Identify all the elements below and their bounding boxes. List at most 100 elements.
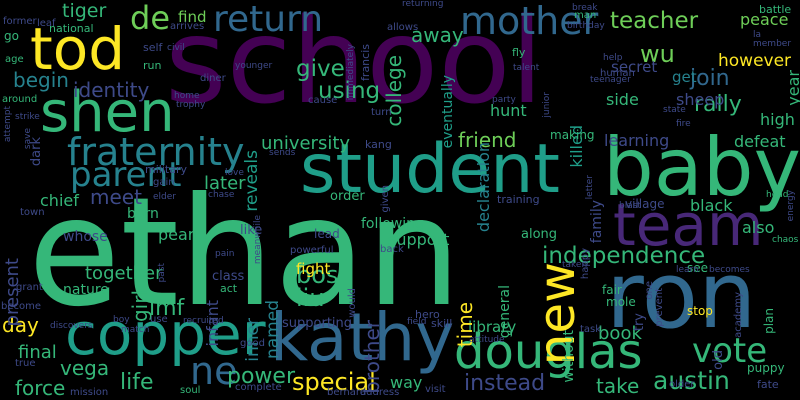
word-away: away (411, 23, 464, 47)
word-along: along (521, 227, 558, 242)
word-talent: talent (513, 63, 540, 73)
word-fair: fair (602, 283, 622, 297)
word-sends: sends (269, 148, 296, 158)
word-national: national (49, 22, 94, 35)
word-kang: kang (365, 138, 392, 151)
word-sheep: sheep (676, 90, 725, 109)
word-older: older (669, 379, 695, 390)
word-mission: mission (70, 387, 109, 398)
word-bos: bos (296, 261, 339, 289)
word-class: class (212, 269, 245, 284)
word-la: la (753, 30, 762, 40)
word-training: training (497, 193, 540, 206)
word-making: making (550, 128, 595, 142)
word-match: match (121, 325, 150, 335)
word-help: help (603, 53, 623, 63)
word-ron: ron (606, 242, 757, 349)
word-meanwhile: meanwhile (253, 215, 263, 265)
word-run: run (143, 59, 162, 72)
word-brother: brother (360, 320, 384, 394)
word-meet: meet (90, 185, 142, 209)
word-human: human (600, 68, 635, 79)
word-wu: wu (640, 40, 675, 68)
word-grant: grant (16, 282, 43, 293)
word-good: good (240, 338, 265, 349)
word-love: love (225, 168, 244, 178)
word-family: family (589, 200, 605, 244)
word-ne: ne (190, 349, 238, 393)
word-team: team (613, 191, 764, 259)
word-kathy: kathy (270, 299, 455, 376)
word-past: past (157, 263, 167, 283)
word-arrives: arrives (170, 21, 205, 32)
word-also: also (742, 218, 775, 237)
word-true: true (15, 358, 36, 369)
word-immediately: immediately (346, 44, 356, 101)
word-defeat: defeat (734, 132, 786, 151)
word-lead: lead (314, 227, 340, 241)
word-former: former (3, 16, 37, 27)
word-de: de (130, 0, 170, 37)
word-happy: happy (580, 248, 591, 280)
word-would: would (347, 288, 358, 318)
word-teenager: teenager (590, 75, 631, 85)
word-declaration: declaration (474, 142, 493, 233)
word-party: party (492, 95, 516, 105)
word-member: member (753, 39, 792, 49)
word-go: go (4, 29, 19, 43)
word-independence: independence (542, 243, 706, 269)
word-given: given (380, 185, 391, 213)
word-birthday: birthday (567, 21, 605, 31)
word-task: task (580, 324, 602, 335)
word-back: back (380, 244, 404, 255)
word-side: side (606, 90, 639, 109)
word-pearl: pearl (158, 225, 199, 244)
word-state: state (663, 105, 686, 115)
word-home: home (174, 91, 200, 101)
word-general: general (497, 285, 513, 339)
word-whose: whose (63, 229, 108, 245)
word-recruited: recruited (183, 316, 224, 326)
word-order: order (330, 189, 365, 204)
word-see: see (687, 261, 709, 275)
word-library: library (468, 318, 517, 336)
word-secret: secret (611, 58, 658, 76)
word-vote: vote (692, 331, 768, 371)
word-address: address (360, 387, 400, 398)
word-school: school (165, 0, 544, 130)
word-head: head (766, 190, 789, 200)
word-fire: fire (676, 119, 691, 129)
word-become: become (1, 301, 42, 312)
word-high: high (760, 110, 795, 129)
word-begin: begin (13, 68, 69, 92)
word-save: save (23, 128, 33, 150)
word-junior: junior (542, 92, 552, 118)
word-nature: nature (63, 282, 109, 298)
word-pain: pain (215, 249, 235, 259)
word-military: military (145, 163, 187, 176)
word-return: return (213, 0, 324, 40)
word-village: village (625, 197, 665, 211)
word-book: book (598, 323, 642, 344)
word-like: like (240, 223, 263, 238)
word-act: act (220, 282, 238, 295)
word-peace: peace (740, 10, 789, 29)
word-take: take (596, 374, 640, 398)
word-blast: blast (619, 201, 641, 211)
word-austin: austin (653, 366, 730, 395)
word-teacher: teacher (610, 8, 699, 34)
word-allows: allows (387, 22, 419, 33)
word-elder: elder (153, 192, 176, 202)
word-plan: plan (762, 308, 776, 334)
word-learn: learn (676, 265, 699, 275)
word-strike: strike (15, 112, 40, 122)
word-rally: rally (694, 92, 742, 117)
word-give: give (296, 56, 345, 82)
word-diner: diner (200, 73, 226, 84)
word-however: however (718, 51, 792, 71)
word-discovers: discovers (50, 321, 93, 331)
word-one: one (644, 281, 655, 300)
word-powerful: powerful (290, 245, 334, 256)
word-mother: mother (460, 0, 599, 43)
